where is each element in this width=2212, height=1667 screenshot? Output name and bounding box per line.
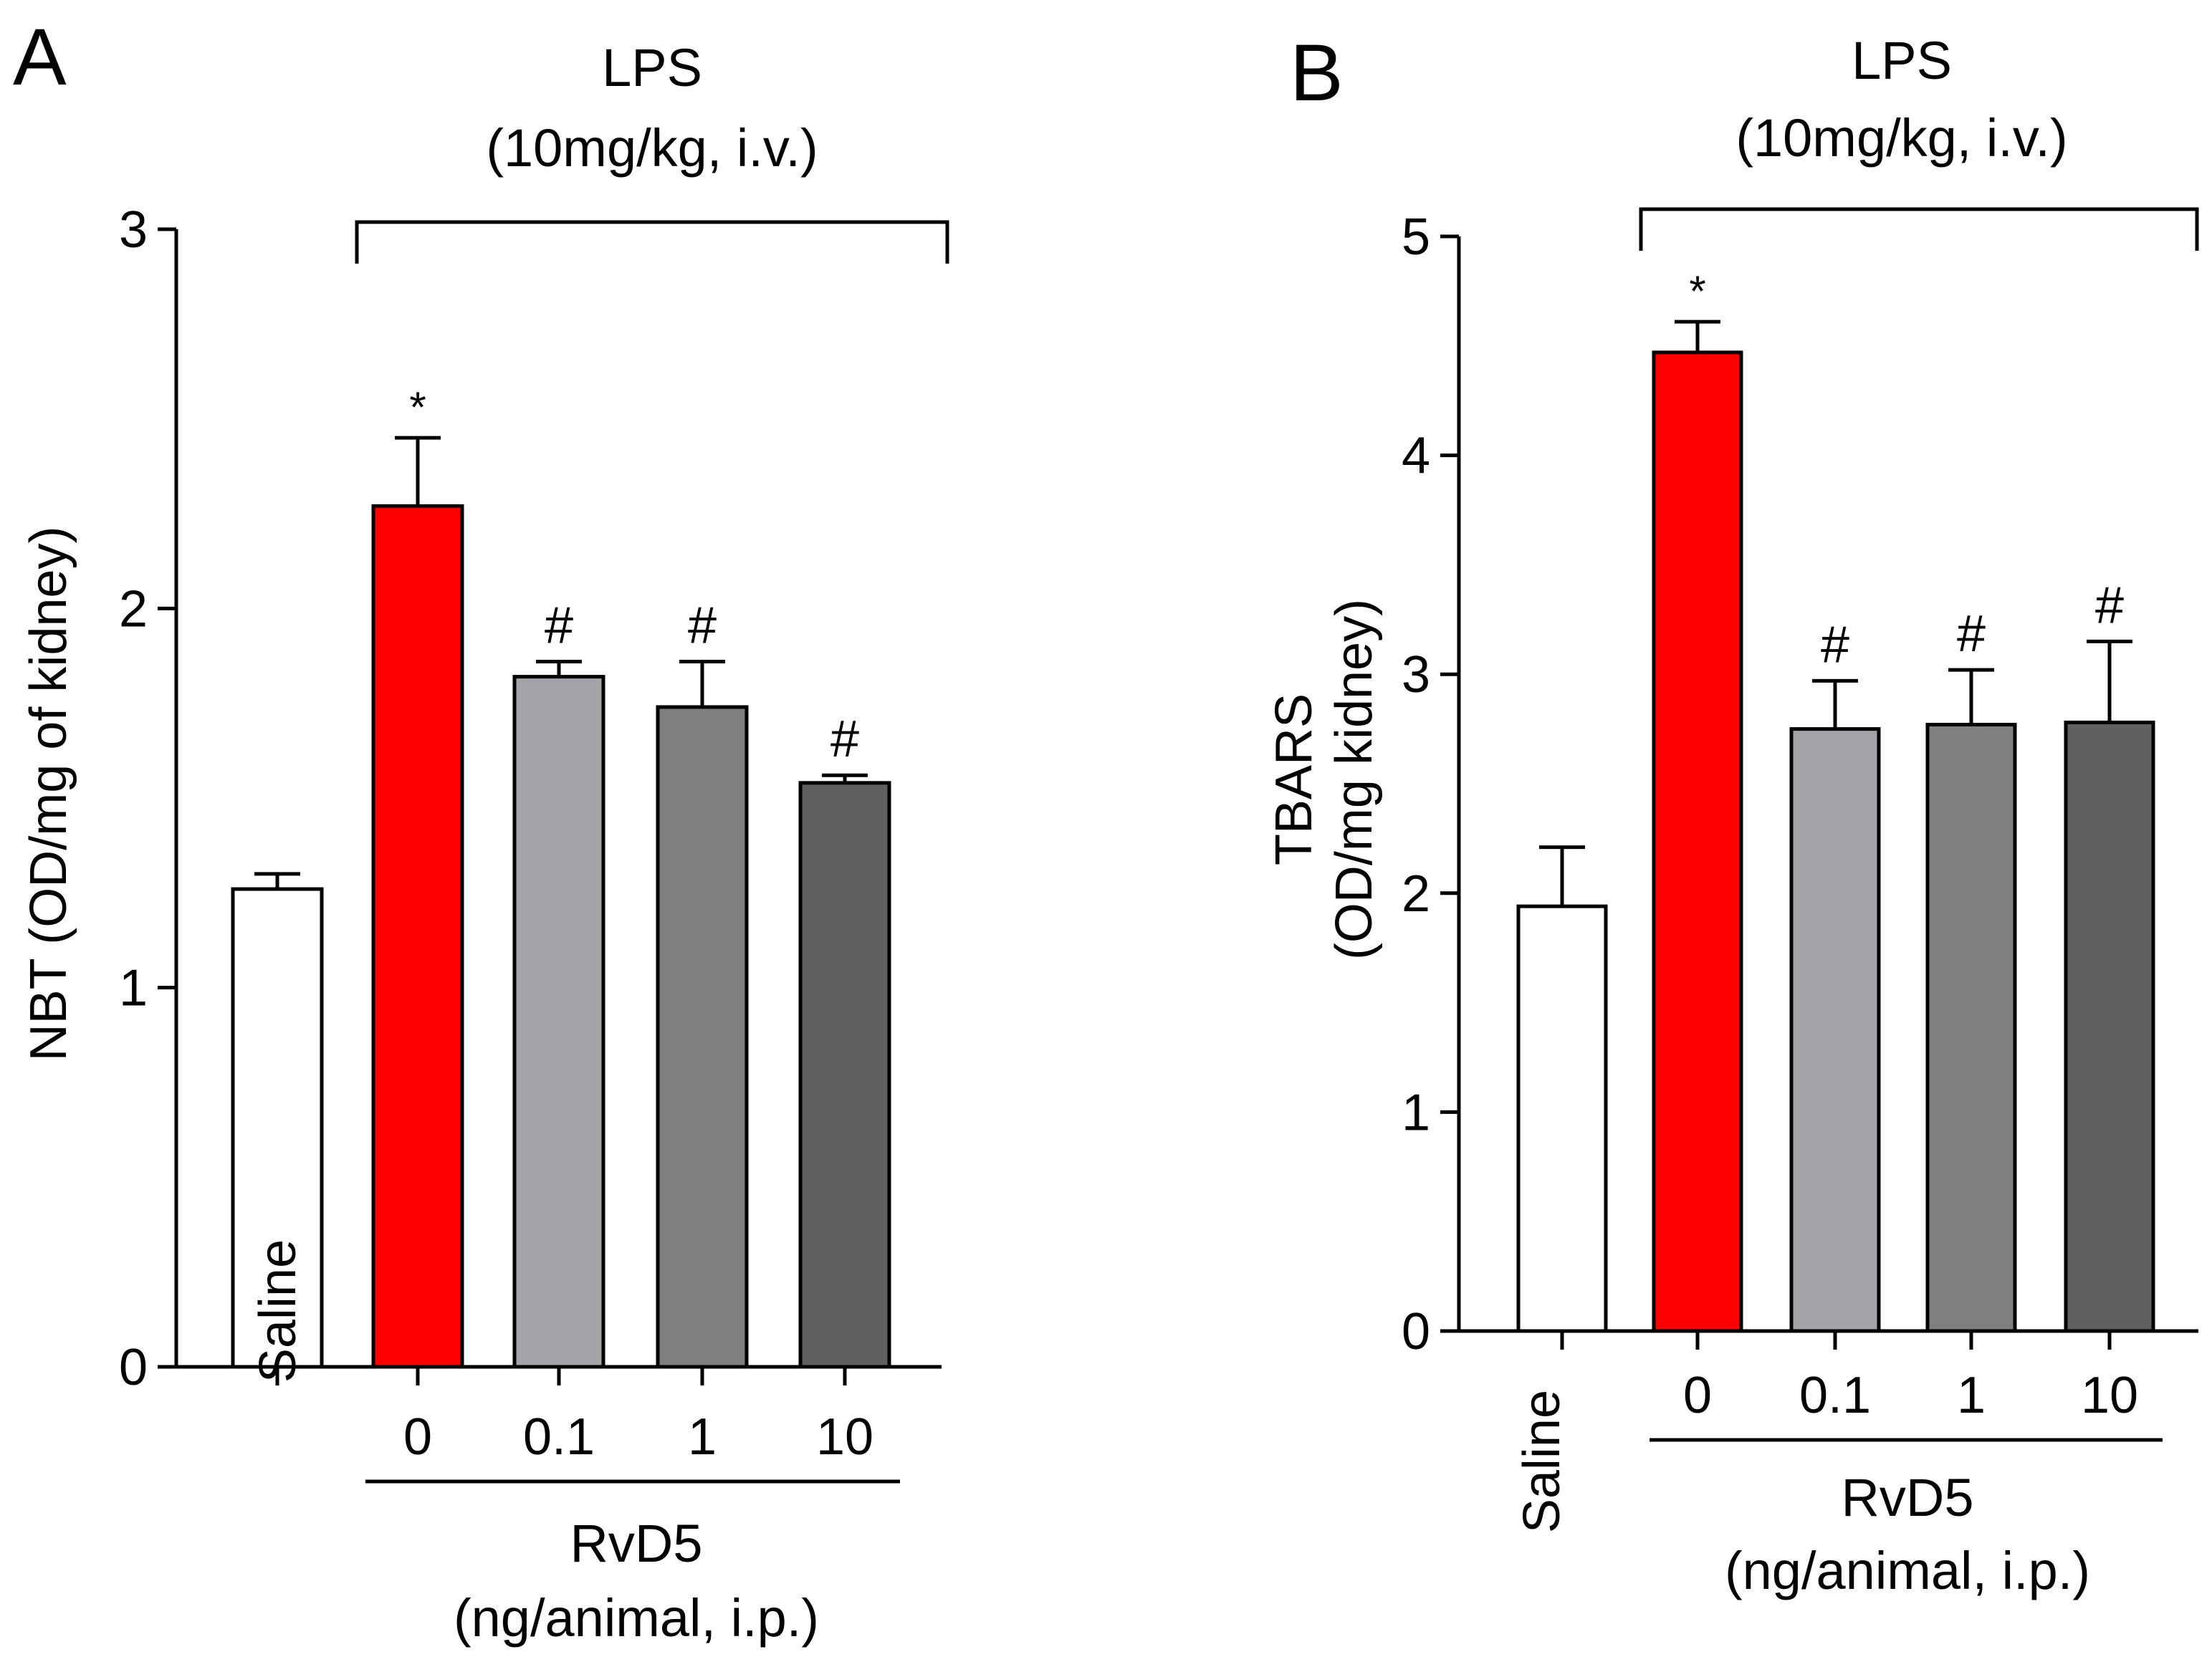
panel-a-x-tick-label: 0.1 (523, 1408, 595, 1466)
panel-b: B LPS (10mg/kg, i.v.) 0 1 2 3 4 5 0 0.1 1 10 * # # #… (1265, 28, 2199, 1600)
panel-b-bar (2064, 720, 2155, 1333)
panel-a-significance-marker: * (409, 383, 426, 431)
panel-a-x-tick-label: 0 (403, 1408, 432, 1466)
panel-a-x-tick-label: 1 (688, 1408, 717, 1466)
panel-b-x-tick-label: 10 (2081, 1367, 2138, 1424)
panel-a-lps-label: LPS (602, 38, 702, 97)
panel-a-bar (371, 504, 464, 1369)
panel-b-significance-marker: # (1957, 605, 1986, 663)
panel-a-significance-marker: # (688, 597, 717, 654)
panel-b-bar (1925, 722, 2017, 1333)
panel-a-saline-label: Saline (249, 1239, 307, 1383)
panel-a-letter: A (13, 12, 67, 102)
panel-a-significance-marker: # (830, 711, 859, 768)
panel-b-y-tick-label: 4 (1402, 428, 1430, 485)
panel-b-lps-dose: (10mg/kg, i.v.) (1735, 108, 2067, 168)
panel-a-y-axis: 0 1 2 3 0 0.1 1 10 (119, 201, 942, 1466)
panel-b-significance-marker: # (1821, 616, 1849, 673)
panel-a-x-tick-label: 10 (816, 1408, 873, 1466)
panel-b-y-axis-label-line2: (OD/mg kidney) (1326, 599, 1383, 960)
panel-a-y-tick-label: 1 (119, 960, 148, 1017)
panel-b-y-tick-label: 5 (1402, 208, 1430, 266)
panel-b-lps-bracket (1639, 207, 2199, 251)
panel-a: A LPS (10mg/kg, i.v.) 0 1 2 3 0 0.1 1 10 * # # # N… (13, 12, 949, 1648)
panel-b-letter: B (1290, 28, 1344, 117)
panel-a-significance-marker: # (545, 597, 573, 654)
panel-b-rvd5-dose: (ng/animal, i.p.) (1725, 1541, 2090, 1600)
panel-a-y-tick-label: 0 (119, 1339, 148, 1396)
panel-a-lps-dose: (10mg/kg, i.v.) (486, 118, 818, 178)
panel-a-bars: * # # # (231, 383, 891, 1369)
panel-a-y-tick-label: 3 (119, 201, 148, 259)
panel-b-bar (1516, 904, 1608, 1333)
panel-b-lps-label: LPS (1852, 31, 1952, 90)
panel-b-bars: * # # # (1516, 267, 2155, 1333)
panel-b-y-tick-label: 3 (1402, 646, 1430, 703)
panel-a-rvd5-label: RvD5 (570, 1514, 702, 1573)
panel-b-y-tick-label: 1 (1402, 1084, 1430, 1141)
panel-a-rvd5-dose: (ng/animal, i.p.) (454, 1588, 819, 1648)
panel-a-bar (512, 675, 605, 1369)
panel-b-x-tick-label: 1 (1957, 1367, 1986, 1424)
panel-b-x-tick-label: 0.1 (1799, 1367, 1871, 1424)
panel-b-significance-marker: * (1689, 267, 1705, 315)
panel-a-y-axis-label: NBT (OD/mg of kidney) (20, 527, 77, 1062)
panel-a-bar (656, 705, 749, 1369)
panel-b-y-axis-label-line1: TBARS (1265, 693, 1323, 865)
panel-b-rvd5-label: RvD5 (1841, 1468, 1973, 1527)
panel-b-y-tick-label: 0 (1402, 1303, 1430, 1360)
panel-a-bar (231, 887, 324, 1369)
panel-b-significance-marker: # (2095, 577, 2124, 634)
panel-b-x-tick-label: 0 (1683, 1367, 1712, 1424)
panel-a-bar (798, 781, 891, 1369)
panel-a-lps-bracket (355, 220, 949, 264)
panel-b-saline-label: Saline (1513, 1390, 1571, 1533)
panel-b-y-tick-label: 2 (1402, 865, 1430, 923)
panel-a-y-tick-label: 2 (119, 580, 148, 638)
panel-b-bar (1652, 350, 1743, 1333)
panel-b-bar (1789, 727, 1881, 1333)
